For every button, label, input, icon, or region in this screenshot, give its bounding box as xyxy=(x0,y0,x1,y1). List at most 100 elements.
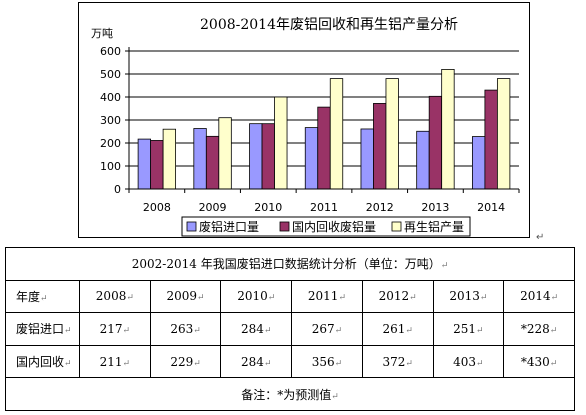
table-cell: 217↵ xyxy=(79,312,151,346)
paragraph-mark: ↵ xyxy=(440,261,449,272)
bar xyxy=(193,128,207,190)
paragraph-mark: ↵ xyxy=(334,325,343,336)
bar xyxy=(218,117,232,190)
cell-value: 229 xyxy=(170,354,194,369)
table-title-row: 2002-2014 年我国废铝进口数据统计分析（单位：万吨）↵ xyxy=(5,247,575,281)
bar xyxy=(484,89,498,190)
cell-value: 267 xyxy=(311,321,335,336)
bar xyxy=(261,123,275,190)
table-header-cell: 2012↵ xyxy=(361,279,434,314)
paragraph-mark: ↵ xyxy=(549,325,558,336)
bar xyxy=(428,95,443,190)
paragraph-mark: ↵ xyxy=(405,358,413,369)
table-header-cell: 2014↵ xyxy=(503,279,575,314)
table-cell: 229↵ xyxy=(149,344,222,379)
legend-label: 再生铝产量 xyxy=(404,219,464,234)
paragraph-mark: ↵ xyxy=(536,232,545,243)
bar xyxy=(416,130,430,190)
cell-value: 372 xyxy=(382,354,406,369)
year-text: 2013 xyxy=(449,289,480,304)
table-header-label: 年度↵ xyxy=(5,279,80,314)
bar xyxy=(304,127,319,190)
legend-swatch xyxy=(186,221,197,232)
bar xyxy=(162,128,177,190)
paragraph-mark: ↵ xyxy=(122,358,131,369)
paragraph-mark: ↵ xyxy=(64,326,72,337)
chart-panel: 2008-2014年废铝回收和再生铝产量分析 万吨 0 100 200 300 400 5… xyxy=(78,2,530,238)
bar xyxy=(441,69,455,190)
cell-value: 261 xyxy=(382,321,406,336)
bar xyxy=(274,96,288,190)
row-label-text: 国内回收 xyxy=(16,355,65,370)
bars xyxy=(137,69,511,190)
bar xyxy=(150,140,164,190)
legend-swatch xyxy=(279,221,290,232)
table-cell: 403↵ xyxy=(432,344,505,379)
paragraph-mark: ↵ xyxy=(476,325,484,336)
x-tick-label: 2014 xyxy=(477,201,505,214)
year-text: 2014 xyxy=(520,289,551,304)
table-row: 国内回收↵ 211↵ 229↵ 284↵ 356↵ 372↵ 403↵ *430… xyxy=(5,344,575,379)
x-tick-label: 2010 xyxy=(254,201,282,214)
row-label-text: 废铝进口 xyxy=(16,322,65,337)
table-cell: 356↵ xyxy=(291,344,363,379)
table-note-row: 备注：*为预测值↵ xyxy=(5,377,575,411)
year-text: 2010 xyxy=(237,289,268,304)
table-title-text: 2002-2014 年我国废铝进口数据统计分析（单位：万吨） xyxy=(131,257,441,272)
chart-title: 2008-2014年废铝回收和再生铝产量分析 xyxy=(200,17,458,33)
paragraph-mark: ↵ xyxy=(64,359,72,370)
table-header-cell: 2008↵ xyxy=(79,279,151,314)
cell-value: *228 xyxy=(520,321,550,336)
paragraph-mark: ↵ xyxy=(267,293,276,304)
bar xyxy=(137,138,152,190)
paragraph-mark: ↵ xyxy=(263,358,272,369)
y-tick-label: 300 xyxy=(100,114,121,127)
bar-chart: 2008-2014年废铝回收和再生铝产量分析 万吨 0 100 200 300 400 5… xyxy=(91,17,520,237)
paragraph-mark: ↵ xyxy=(193,325,201,336)
header-label-text: 年度 xyxy=(16,289,41,304)
paragraph-mark: ↵ xyxy=(550,293,559,304)
paragraph-mark: ↵ xyxy=(40,293,48,304)
cell-value: 356 xyxy=(311,354,335,369)
table-cell: 263↵ xyxy=(149,312,222,346)
cell-value: 284 xyxy=(241,354,264,369)
cell-value: 284 xyxy=(241,321,264,336)
paragraph-mark: ↵ xyxy=(476,358,484,369)
year-text: 2008 xyxy=(95,289,127,304)
legend-label: 国内回收废铝量 xyxy=(292,219,376,234)
table-header-cell: 2013↵ xyxy=(432,279,505,314)
cell-value: 251 xyxy=(453,321,477,336)
bar xyxy=(205,135,220,190)
paragraph-mark: ↵ xyxy=(338,293,346,304)
bar xyxy=(360,128,374,190)
x-tick-label: 2009 xyxy=(199,201,227,214)
x-tick-label: 2013 xyxy=(421,201,449,214)
table-note-text: 备注：*为预测值 xyxy=(241,387,332,402)
bar xyxy=(471,136,486,190)
x-tick-label: 2008 xyxy=(143,201,171,214)
bar xyxy=(317,106,331,190)
year-text: 2009 xyxy=(166,289,198,304)
table-header-cell: 2010↵ xyxy=(220,279,293,314)
table-header-cell: 2009↵ xyxy=(149,279,222,314)
cell-value: *430 xyxy=(520,354,550,369)
legend-label: 废铝进口量 xyxy=(199,219,259,234)
y-tick-label: 200 xyxy=(100,137,121,150)
y-tick-label: 0 xyxy=(114,183,121,196)
table-header-cell: 2011↵ xyxy=(291,279,363,314)
table-cell: *430↵ xyxy=(503,344,575,379)
cell-value: 403 xyxy=(453,354,477,369)
year-text: 2012 xyxy=(378,289,410,304)
table-cell: 284↵ xyxy=(220,312,293,346)
cell-value: 217 xyxy=(99,321,123,336)
bar xyxy=(385,78,399,190)
paragraph-mark: ↵ xyxy=(405,325,413,336)
y-axis-unit-label: 万吨 xyxy=(91,27,113,40)
bar xyxy=(373,103,387,190)
bar xyxy=(249,123,263,190)
data-table: 2002-2014 年我国废铝进口数据统计分析（单位：万吨）↵ 年度↵ 2008… xyxy=(5,247,575,411)
cell-value: 263 xyxy=(170,321,194,336)
paragraph-mark: ↵ xyxy=(197,293,205,304)
paragraph-mark: ↵ xyxy=(409,293,417,304)
row-label: 废铝进口↵ xyxy=(5,312,80,346)
